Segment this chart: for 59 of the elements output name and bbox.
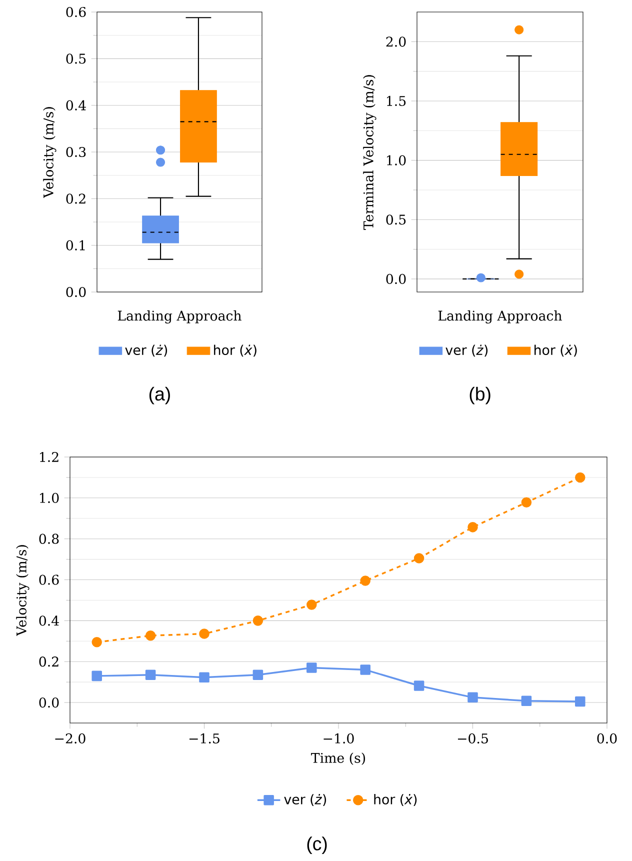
point bbox=[468, 692, 478, 703]
text: (c) bbox=[307, 836, 327, 854]
legend-label: hor (ẋ) bbox=[374, 794, 417, 806]
point bbox=[468, 522, 478, 532]
x-axis-title: Time (s) bbox=[311, 752, 366, 765]
y-tick-label: 0.0 bbox=[386, 274, 406, 284]
x-tick-label: 0.0 bbox=[597, 733, 617, 744]
x-tick-label: Landing Approach bbox=[118, 310, 242, 324]
point bbox=[521, 497, 532, 508]
point bbox=[92, 670, 102, 682]
legend-label: hor (ẋ) bbox=[534, 344, 577, 357]
point bbox=[252, 670, 264, 680]
y-tick-label: 0.0 bbox=[39, 697, 59, 708]
x-tick-label: −1.5 bbox=[189, 733, 220, 744]
x-tick-label: −2.0 bbox=[55, 733, 86, 744]
point bbox=[145, 670, 156, 680]
x-tick-label: Landing Approach bbox=[438, 310, 562, 324]
y-tick-label: 1.5 bbox=[387, 96, 406, 106]
y-tick-label: 0.5 bbox=[66, 54, 86, 64]
legend-label: ver (ż) bbox=[125, 344, 168, 357]
x-tick-label: −1.0 bbox=[324, 733, 354, 744]
point bbox=[199, 672, 210, 682]
y-tick-label: 1.0 bbox=[387, 155, 406, 166]
y-tick-label: 0.4 bbox=[39, 616, 59, 626]
y-tick-label: 0.6 bbox=[66, 6, 86, 18]
y-tick-label: 1.2 bbox=[40, 452, 58, 462]
y-tick-label: 1.0 bbox=[40, 492, 59, 503]
point bbox=[360, 576, 370, 586]
point bbox=[252, 616, 264, 626]
point bbox=[575, 472, 586, 483]
y-tick-label: 0.1 bbox=[66, 240, 85, 250]
point bbox=[575, 696, 586, 707]
legend-label: hor (ẋ) bbox=[214, 344, 256, 357]
point bbox=[414, 553, 424, 564]
y-tick-label: 0.2 bbox=[39, 656, 58, 667]
y-tick-label: 0.5 bbox=[386, 214, 406, 225]
y-tick-label: 0.0 bbox=[66, 286, 86, 298]
point bbox=[360, 664, 370, 675]
point bbox=[414, 680, 424, 691]
y-axis-title: Velocity (m/s) bbox=[16, 545, 30, 636]
text: (b) bbox=[470, 386, 490, 404]
point bbox=[145, 630, 156, 641]
y-tick-label: 0.8 bbox=[39, 534, 59, 544]
text: (a) bbox=[149, 386, 170, 404]
y-axis-title: Velocity (m/s) bbox=[43, 107, 56, 198]
y-tick-label: 0.4 bbox=[66, 100, 86, 110]
y-tick-label: 0.2 bbox=[66, 194, 86, 204]
point bbox=[306, 662, 317, 673]
y-tick-label: 0.6 bbox=[39, 574, 59, 585]
y-axis-title: Terminal Velocity (m/s) bbox=[363, 75, 376, 230]
point bbox=[306, 600, 317, 610]
x-tick-label: −0.5 bbox=[458, 733, 488, 744]
point bbox=[199, 628, 210, 639]
y-tick-label: 0.3 bbox=[66, 146, 86, 158]
legend-label: ver (ż) bbox=[446, 344, 488, 357]
y-tick-label: 2.0 bbox=[386, 36, 406, 47]
point bbox=[521, 696, 532, 706]
legend-label: ver (ż) bbox=[284, 794, 326, 806]
point bbox=[92, 637, 102, 648]
